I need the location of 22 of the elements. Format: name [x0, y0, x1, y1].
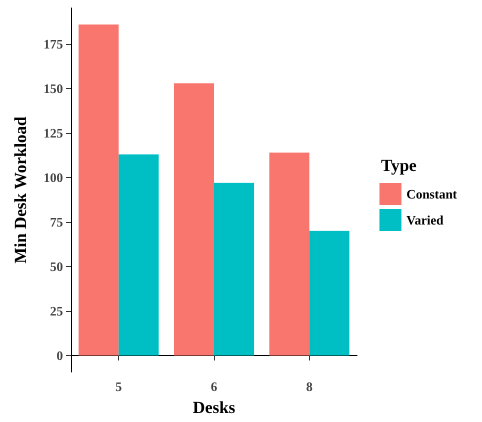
y-tick-label: 175 [44, 36, 64, 52]
y-tick-label: 0 [56, 348, 63, 363]
y-tick-label: 50 [50, 259, 63, 274]
y-tick-label: 150 [44, 81, 63, 96]
x-axis-title: Desks [192, 398, 236, 417]
legend-label: Varied [406, 212, 444, 228]
bar [78, 24, 119, 356]
y-tick-label: 125 [44, 126, 64, 141]
y-tick-label: 100 [44, 170, 63, 186]
y-tick-label: 25 [50, 303, 64, 318]
x-tick-label: 8 [306, 379, 314, 394]
bar [309, 230, 350, 356]
y-tick-label: 75 [50, 214, 64, 230]
bar [174, 83, 214, 356]
legend-label: Constant [406, 186, 458, 202]
x-tick-label: 6 [210, 379, 218, 394]
bar [118, 154, 159, 356]
y-axis-title: Min Desk Workload [11, 116, 30, 264]
bar [269, 152, 310, 356]
x-tick-label: 5 [115, 379, 122, 394]
legend-title: Type [381, 156, 418, 175]
bar [214, 182, 254, 356]
